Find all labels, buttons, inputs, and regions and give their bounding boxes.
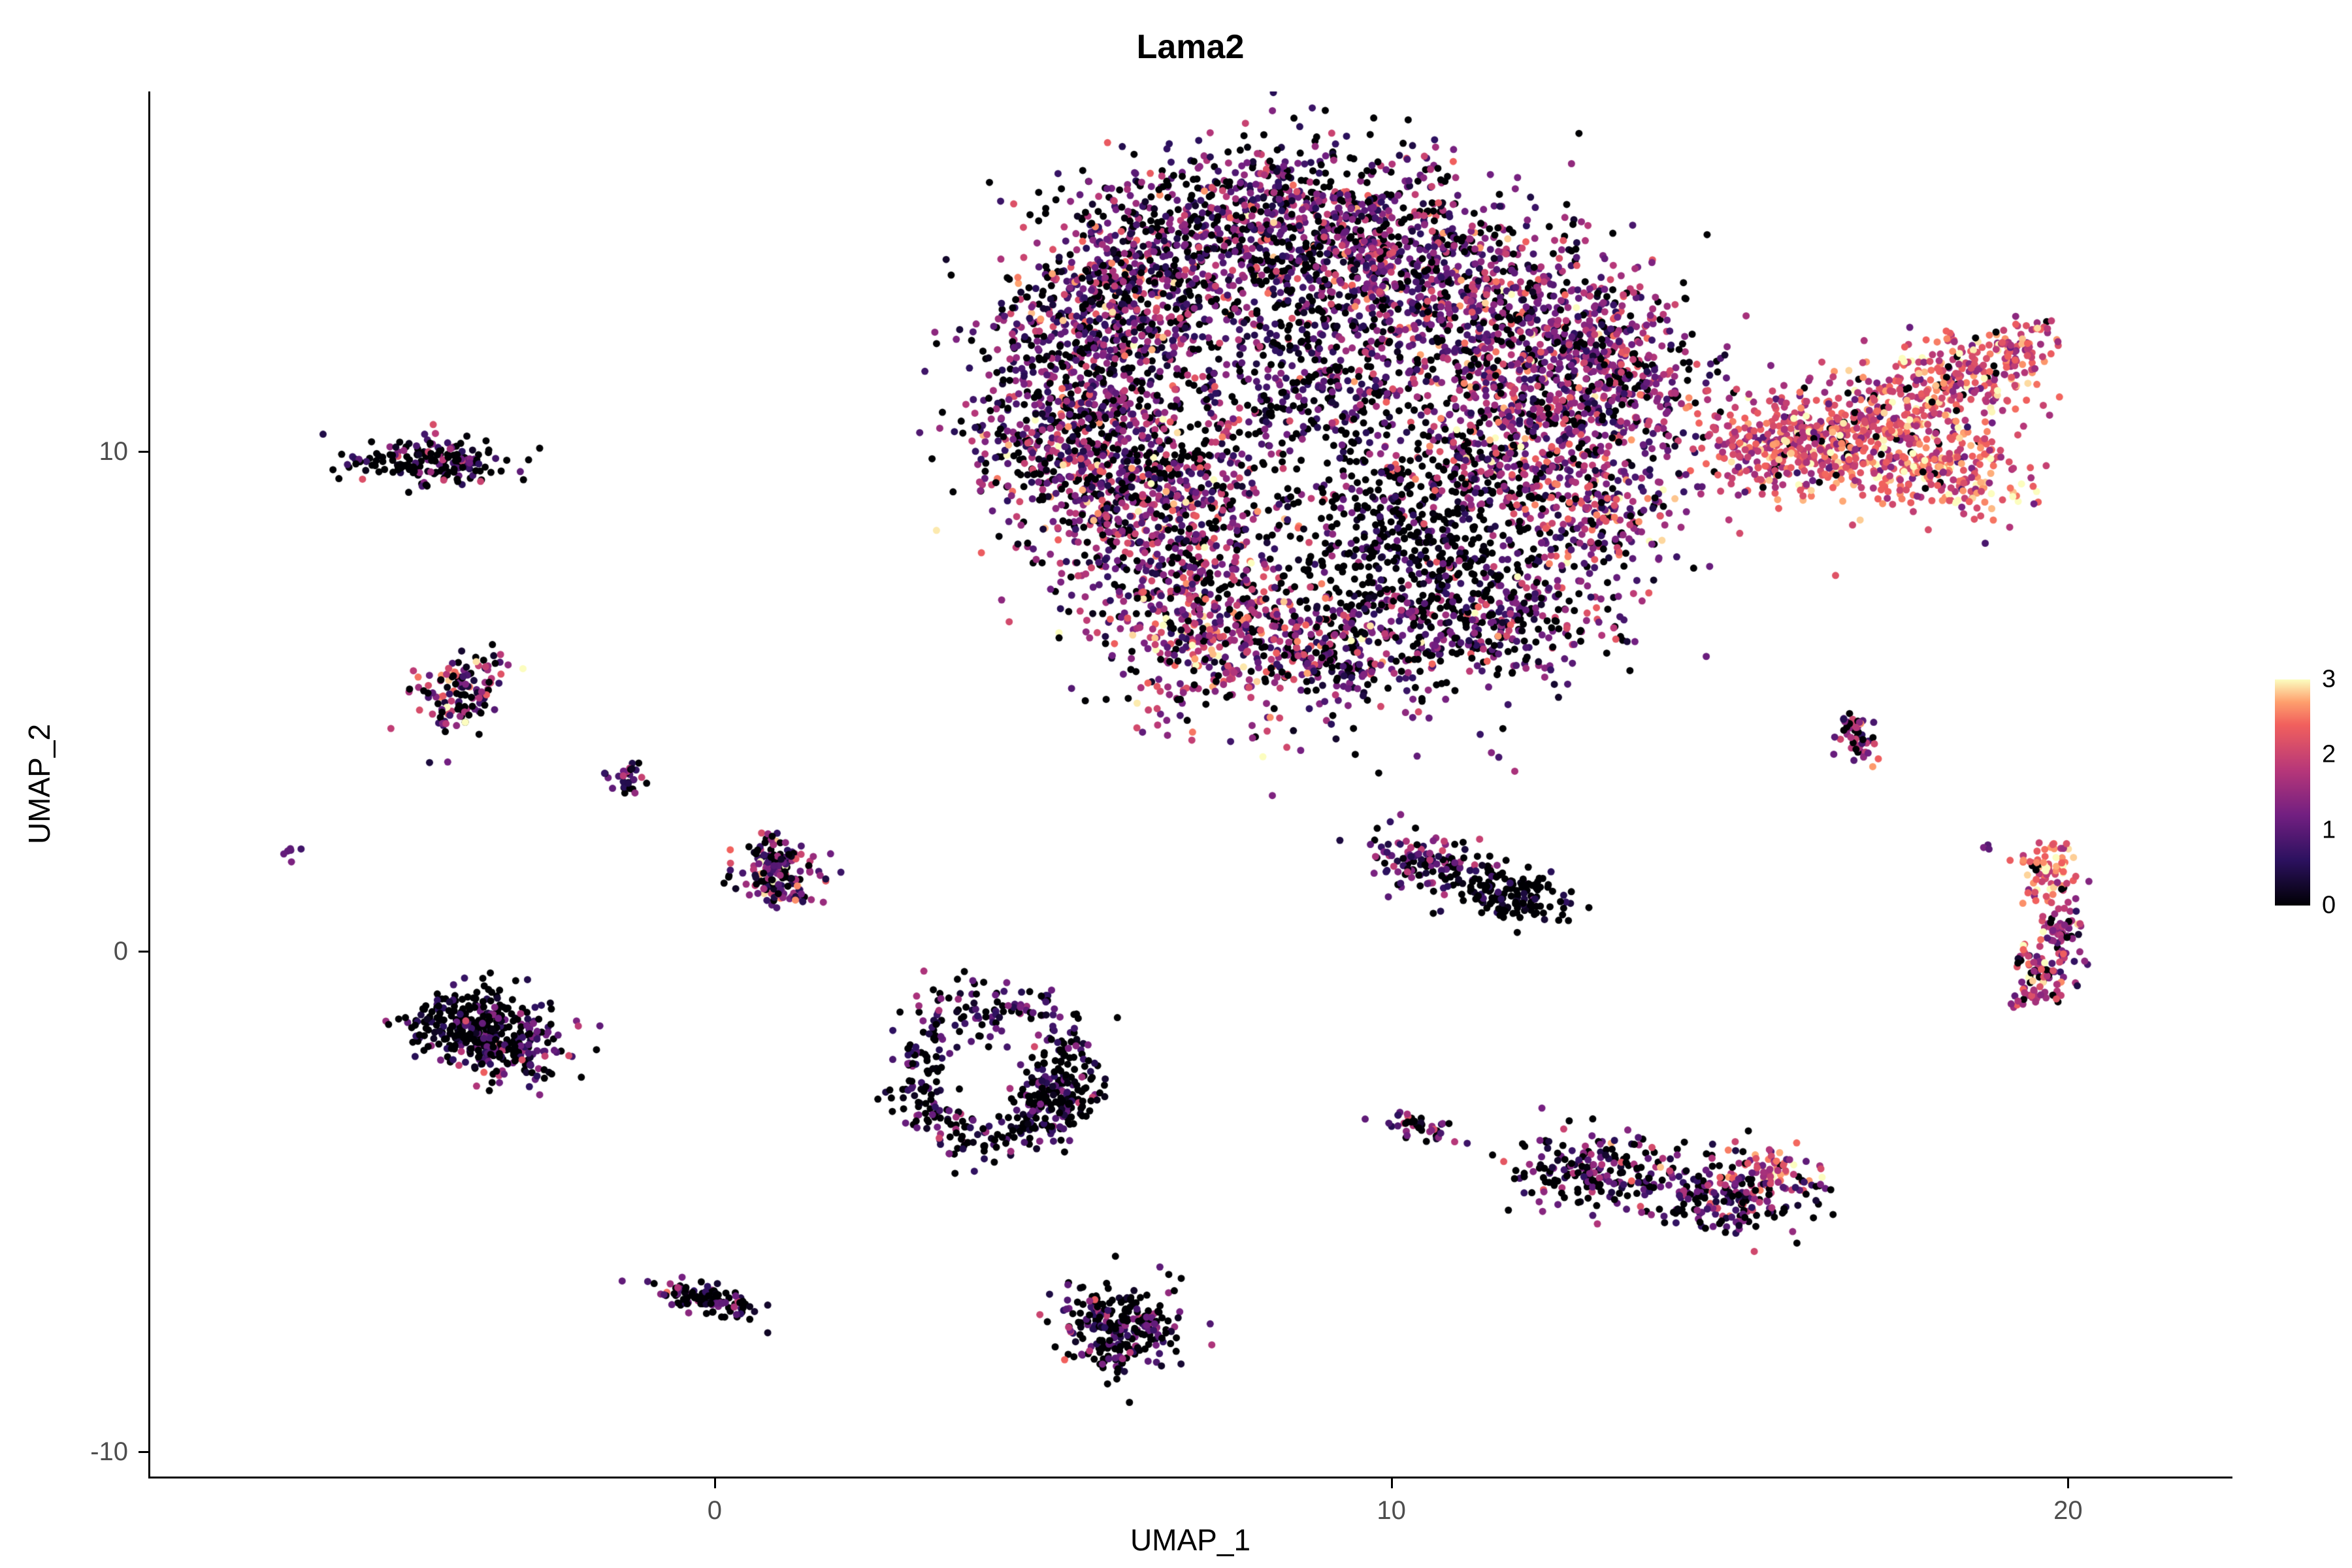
x-tick-mark bbox=[713, 1478, 716, 1488]
y-tick-mark bbox=[139, 951, 148, 953]
y-tick-label: -10 bbox=[90, 1437, 128, 1466]
x-tick-label: 20 bbox=[2053, 1496, 2083, 1525]
colorbar-tick-label: 2 bbox=[2322, 740, 2336, 768]
colorbar-tick-label: 1 bbox=[2322, 816, 2336, 844]
x-axis-title: UMAP_1 bbox=[1130, 1523, 1251, 1557]
plot-area bbox=[150, 91, 2230, 1477]
x-tick-mark bbox=[2067, 1478, 2070, 1488]
y-tick-mark bbox=[139, 1450, 148, 1453]
y-axis-title: UMAP_2 bbox=[22, 723, 56, 845]
colorbar-tick-label: 3 bbox=[2322, 665, 2336, 693]
x-axis-line bbox=[148, 1477, 2232, 1478]
scatter-canvas bbox=[150, 91, 2230, 1477]
y-tick-label: 10 bbox=[99, 437, 129, 466]
colorbar-tick-label: 0 bbox=[2322, 891, 2336, 919]
colorbar-gradient bbox=[2275, 679, 2310, 906]
y-tick-label: 0 bbox=[113, 937, 128, 966]
y-axis-line bbox=[148, 91, 150, 1478]
plot-title: Lama2 bbox=[1136, 28, 1245, 66]
y-tick-mark bbox=[139, 451, 148, 453]
x-tick-mark bbox=[1390, 1478, 1393, 1488]
x-tick-label: 0 bbox=[707, 1496, 722, 1525]
x-tick-label: 10 bbox=[1377, 1496, 1406, 1525]
